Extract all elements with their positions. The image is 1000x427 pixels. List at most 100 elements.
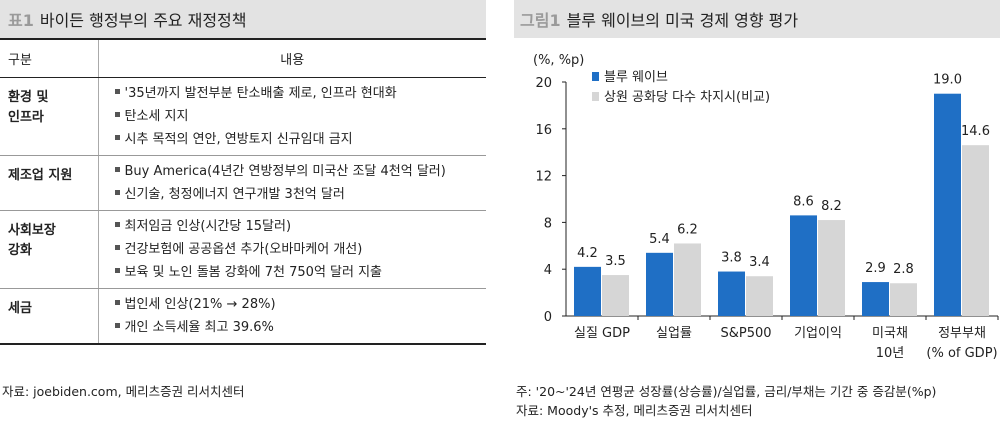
table-row: 세금 법인세 인상(21% → 28%) 개인 소득세율 최고 39.6%: [0, 288, 487, 345]
data-label: 3.5: [605, 254, 626, 269]
data-label: 8.2: [821, 199, 842, 214]
row-category: 세금: [0, 288, 98, 345]
category-line: 환경 및: [8, 89, 49, 105]
bar-blue-wave: [646, 252, 673, 316]
square-bullet-icon: [114, 134, 120, 140]
list-item: 개인 소득세율 최고 39.6%: [114, 316, 487, 339]
legend-swatch: [592, 92, 599, 101]
y-tick-label: 12: [535, 170, 552, 185]
x-tick-label: 실질 GDP: [574, 326, 630, 341]
category-line: 사회보장: [8, 222, 56, 238]
chart-source: 자료: Moody's 추정, 메리츠증권 리서치센터: [516, 403, 753, 418]
x-tick-label: 미국채: [872, 326, 908, 341]
bar-blue-wave: [718, 271, 745, 316]
item-text: 보육 및 노인 돌봄 강화에 7천 750억 달러 지출: [124, 264, 383, 280]
item-text: 법인세 인상(21% → 28%): [124, 296, 276, 312]
x-tick-label: 정부부채: [938, 326, 986, 341]
list-item: 보육 및 노인 돌봄 강화에 7천 750억 달러 지출: [114, 261, 487, 284]
column-header-content: 내용: [97, 38, 486, 78]
chart-tag: 그림1: [520, 11, 561, 30]
table-tag: 표1: [8, 11, 34, 30]
data-label: 4.2: [577, 246, 598, 261]
data-label: 3.4: [749, 255, 770, 270]
policy-table-panel: 표1 바이든 행정부의 주요 재정정책 구분 내용 환경 및 인프라 '35년까지 …: [0, 0, 486, 427]
y-tick-label: 8: [544, 216, 552, 231]
list-item: '35년까지 발전부분 탄소배출 제로, 인프라 현대화: [114, 82, 487, 105]
bar-comparison: [746, 276, 773, 316]
data-label: 8.6: [793, 194, 814, 209]
bar-blue-wave: [934, 93, 961, 316]
y-unit-label: (%, %p): [533, 53, 584, 68]
bar-blue-wave: [790, 215, 817, 316]
data-label: 14.6: [961, 124, 990, 139]
data-label: 6.2: [677, 222, 698, 237]
square-bullet-icon: [114, 189, 120, 195]
square-bullet-icon: [114, 166, 120, 172]
list-item: Buy America(4년간 연방정부의 미국산 조달 4천억 달러): [114, 160, 487, 183]
data-label: 5.4: [649, 232, 670, 247]
chart-title: 블루 웨이브의 미국 경제 영향 평가: [566, 11, 799, 30]
row-items: Buy America(4년간 연방정부의 미국산 조달 4천억 달러) 신기술,…: [97, 155, 487, 211]
table-row: 환경 및 인프라 '35년까지 발전부분 탄소배출 제로, 인프라 현대화 탄소세 지…: [0, 77, 487, 156]
item-text: 탄소세 지지: [124, 108, 189, 124]
y-tick-label: 20: [535, 76, 552, 91]
item-text: 신기술, 청정에너지 연구개발 3천억 달러: [124, 186, 345, 202]
table-row: 제조업 지원 Buy America(4년간 연방정부의 미국산 조달 4천억 달…: [0, 155, 487, 211]
square-bullet-icon: [114, 221, 120, 227]
chart-note: 주: '20~'24년 연평균 성장률(상승률)/실업률, 금리/부채는 기간 …: [516, 384, 937, 399]
table-source: 자료: joebiden.com, 메리츠증권 리서치센터: [2, 384, 245, 399]
category-line: 제조업 지원: [8, 167, 73, 183]
data-label: 2.8: [893, 262, 914, 277]
bar-blue-wave: [862, 282, 889, 316]
column-header-category: 구분: [0, 38, 98, 78]
item-text: 개인 소득세율 최고 39.6%: [124, 319, 274, 335]
bar-comparison: [962, 145, 989, 316]
bar-comparison: [818, 220, 845, 316]
list-item: 신기술, 청정에너지 연구개발 3천억 달러: [114, 183, 487, 206]
y-tick-label: 0: [544, 310, 552, 325]
chart-panel: 그림1 블루 웨이브의 미국 경제 영향 평가 (%, %p) 0 4 8 12 16 20…: [514, 0, 1000, 427]
x-tick-label: 실업률: [656, 326, 692, 341]
y-tick-label: 4: [544, 263, 552, 278]
legend-swatch: [592, 72, 599, 81]
list-item: 법인세 인상(21% → 28%): [114, 293, 487, 316]
item-text: 건강보험에 공공옵션 추가(오바마케어 개선): [124, 241, 363, 257]
data-label: 3.8: [721, 251, 742, 266]
category-line: 세금: [8, 300, 32, 316]
x-tick-label: (% of GDP): [926, 346, 997, 361]
x-tick-label: 기업이익: [794, 326, 842, 341]
row-items: 최저임금 인상(시간당 15달러) 건강보험에 공공옵션 추가(오바마케어 개선)…: [97, 210, 487, 289]
table-title: 바이든 행정부의 주요 재정정책: [39, 11, 247, 30]
policy-table: 구분 내용 환경 및 인프라 '35년까지 발전부분 탄소배출 제로, 인프라 현대…: [0, 38, 486, 345]
bar-blue-wave: [574, 266, 601, 316]
table-header-bar: 표1 바이든 행정부의 주요 재정정책: [0, 0, 486, 38]
bar-comparison: [602, 275, 629, 316]
list-item: 최저임금 인상(시간당 15달러): [114, 215, 487, 238]
category-line: 강화: [8, 242, 32, 258]
square-bullet-icon: [114, 244, 120, 250]
data-label: 19.0: [933, 73, 962, 88]
chart-header-bar: 그림1 블루 웨이브의 미국 경제 영향 평가: [514, 0, 1000, 38]
x-tick-label: 10년: [876, 346, 905, 361]
bar-comparison: [890, 283, 917, 316]
data-label: 2.9: [865, 261, 886, 276]
square-bullet-icon: [114, 88, 120, 94]
row-category: 제조업 지원: [0, 155, 98, 211]
square-bullet-icon: [114, 299, 120, 305]
category-line: 인프라: [8, 109, 44, 125]
item-text: '35년까지 발전부분 탄소배출 제로, 인프라 현대화: [124, 85, 397, 101]
legend-label: 상원 공화당 다수 차지시(비교): [604, 90, 770, 105]
row-items: 법인세 인상(21% → 28%) 개인 소득세율 최고 39.6%: [97, 288, 487, 345]
item-text: 최저임금 인상(시간당 15달러): [124, 218, 292, 234]
square-bullet-icon: [114, 111, 120, 117]
y-tick-label: 16: [535, 123, 552, 138]
bar-comparison: [674, 243, 701, 316]
x-tick-label: S&P500: [720, 326, 771, 341]
list-item: 시추 목적의 연안, 연방토지 신규임대 금지: [114, 128, 487, 151]
square-bullet-icon: [114, 322, 120, 328]
item-text: 시추 목적의 연안, 연방토지 신규임대 금지: [124, 131, 353, 147]
